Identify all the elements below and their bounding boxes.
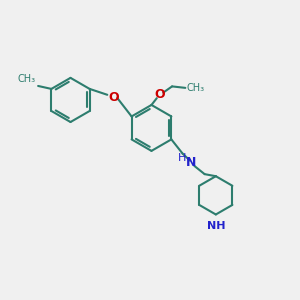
Text: NH: NH [207,221,225,231]
Text: O: O [154,88,165,101]
Text: CH₃: CH₃ [187,83,205,93]
Text: CH₃: CH₃ [18,74,36,85]
Text: H: H [178,153,187,163]
Text: O: O [109,91,119,103]
Text: N: N [186,157,197,169]
